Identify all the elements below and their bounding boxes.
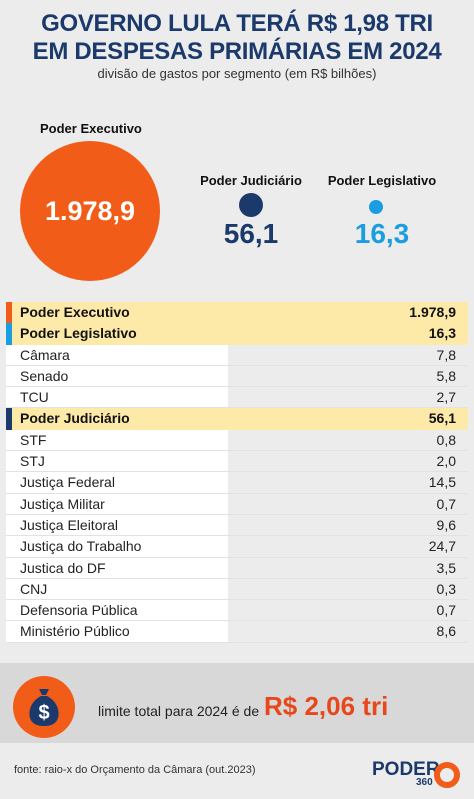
table-header-row: Poder Legislativo 16,3: [6, 323, 468, 345]
row-label: Justiça Militar: [20, 495, 105, 512]
spending-table: Poder Executivo 1.978,9 Poder Legislativo 1…: [6, 302, 468, 643]
legislativo-bubble-value: 16,3: [354, 218, 410, 249]
row-value: 0,8: [436, 431, 456, 448]
svg-text:$: $: [38, 702, 49, 724]
table-header-row: Poder Judiciário 56,1: [6, 408, 468, 430]
row-value: 0,7: [436, 602, 456, 619]
row-value: 3,5: [436, 559, 456, 576]
title-line-1: GOVERNO LULA TERÁ R$ 1,98 TRI: [41, 10, 433, 37]
row-label: Poder Judiciário: [20, 410, 130, 427]
row-value: 5,8: [436, 367, 456, 384]
subtitle: divisão de gastos por segmento (em R$ bi…: [97, 66, 377, 81]
table-row: Justiça Militar 0,7: [6, 493, 468, 515]
row-label: Poder Legislativo: [20, 325, 137, 342]
row-label: Ministério Público: [20, 623, 130, 640]
row-value: 56,1: [428, 410, 456, 427]
executivo-bubble-label: Poder Executivo: [40, 121, 142, 136]
row-value: 8,6: [436, 623, 456, 640]
limit-text: limite total para 2024 é de: [98, 703, 260, 719]
executivo-bubble: [20, 141, 160, 281]
table-row: STJ 2,0: [6, 451, 468, 473]
judiciario-bubble-label: Poder Judiciário: [200, 173, 302, 188]
row-value: 1.978,9: [409, 304, 456, 320]
segment-color-bar: [6, 408, 12, 430]
executivo-bubble-value: 1.978,9: [44, 196, 136, 226]
row-label: Justiça Federal: [20, 474, 115, 491]
row-label: Justica do DF: [20, 559, 106, 576]
row-label: Câmara: [20, 346, 70, 363]
poder360-logo: PODER 360: [372, 757, 467, 791]
table-row: Senado 5,8: [6, 365, 468, 388]
row-label: Poder Executivo: [20, 304, 130, 320]
title-line-2: EM DESPESAS PRIMÁRIAS EM 2024: [32, 38, 442, 65]
row-value: 9,6: [436, 516, 456, 533]
table-header-row: Poder Executivo 1.978,9: [6, 302, 468, 324]
table-row: Justiça Eleitoral 9,6: [6, 514, 468, 537]
row-value: 0,7: [436, 495, 456, 512]
row-value: 2,7: [436, 389, 456, 406]
table-row: STF 0,8: [6, 429, 468, 452]
money-bag-glyph-icon: $: [29, 689, 59, 726]
source-note: fonte: raio-x do Orçamento da Câmara (ou…: [14, 764, 256, 776]
row-label: Justiça Eleitoral: [20, 516, 119, 533]
legislativo-bubble-label: Poder Legislativo: [327, 173, 437, 188]
row-value: 7,8: [436, 346, 456, 363]
row-label: CNJ: [20, 580, 48, 597]
row-value: 24,7: [428, 538, 456, 555]
logo-word: PODER: [372, 759, 440, 780]
segment-color-bar: [6, 302, 12, 324]
table-row: Câmara 7,8: [6, 344, 468, 366]
row-label: TCU: [20, 389, 49, 406]
table-row: Ministério Público 8,6: [6, 621, 468, 643]
row-label: Senado: [20, 367, 69, 384]
table-row: Justiça do Trabalho 24,7: [6, 536, 468, 558]
judiciario-bubble: [239, 193, 263, 217]
logo-number: 360: [416, 777, 433, 788]
table-row: Justica do DF 3,5: [6, 557, 468, 579]
logo-ring-icon: [434, 762, 460, 788]
limit-value: R$ 2,06 tri: [264, 691, 389, 721]
legislativo-bubble: [369, 200, 383, 214]
row-value: 14,5: [428, 474, 456, 491]
table-row: Defensoria Pública 0,7: [6, 600, 468, 622]
row-label: Justiça do Trabalho: [20, 538, 142, 555]
row-label: STJ: [20, 453, 45, 470]
judiciario-bubble-value: 56,1: [223, 218, 279, 249]
row-value: 2,0: [436, 453, 456, 470]
table-row: Justiça Federal 14,5: [6, 472, 468, 494]
segment-color-bar: [6, 323, 12, 345]
table-row: TCU 2,7: [6, 387, 468, 409]
limit-band: [0, 663, 474, 743]
row-label: STF: [20, 431, 47, 448]
row-value: 16,3: [428, 325, 456, 342]
table-row: CNJ 0,3: [6, 578, 468, 601]
row-value: 0,3: [436, 580, 456, 597]
row-label: Defensoria Pública: [20, 602, 138, 619]
